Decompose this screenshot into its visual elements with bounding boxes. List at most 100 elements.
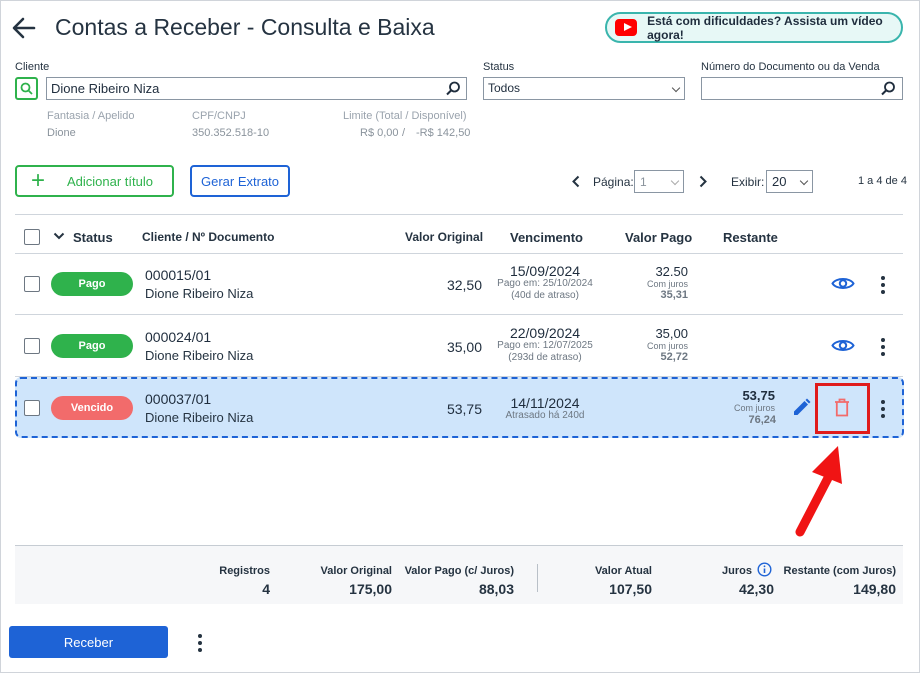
totals-valor-original: 175,00: [349, 581, 392, 597]
fantasia-label: Fantasia / Apelido: [47, 110, 135, 122]
totals-registros-label: Registros: [219, 565, 270, 577]
totals-divider: [15, 545, 903, 546]
page-size-select[interactable]: 20: [766, 170, 813, 193]
row-valor-com-juros: 52,72: [660, 351, 688, 363]
row-doc-number: 000037/01: [145, 391, 212, 407]
eye-icon[interactable]: [831, 275, 855, 292]
status-select[interactable]: Todos: [483, 77, 685, 100]
help-video-banner[interactable]: Está com dificuldades? Assista um vídeo …: [605, 12, 903, 43]
row-more-menu-icon[interactable]: [881, 276, 885, 297]
pencil-icon[interactable]: [792, 398, 811, 417]
totals-separator: [537, 564, 538, 592]
trash-icon[interactable]: [834, 398, 850, 417]
chevron-down-icon: [799, 176, 809, 186]
page-select-value: 1: [640, 175, 647, 189]
row-doc-number: 000024/01: [145, 329, 212, 345]
header-status[interactable]: Status: [73, 230, 113, 245]
add-title-label: Adicionar título: [67, 173, 153, 189]
totals-valor-atual: 107,50: [609, 581, 652, 597]
chevron-left-icon[interactable]: [571, 175, 581, 188]
row-vencimento: 15/09/2024: [509, 263, 581, 279]
totals-restante: 149,80: [853, 581, 896, 597]
search-icon[interactable]: [446, 81, 461, 96]
row-paid-date: Pago em: 25/10/2024: [497, 278, 593, 289]
row-divider: [15, 314, 903, 315]
header-cliente[interactable]: Cliente / Nº Documento: [142, 230, 275, 244]
footer-more-menu-icon[interactable]: [198, 634, 202, 655]
status-badge: Vencido: [51, 396, 133, 420]
limite-disponivel: -R$ 142,50: [416, 127, 471, 139]
header-valor-pago[interactable]: Valor Pago: [625, 230, 693, 245]
row-divider: [15, 376, 903, 377]
row-juros-label: Com juros: [646, 341, 688, 351]
status-select-value: Todos: [488, 81, 521, 95]
totals-juros-label: Juros: [722, 565, 752, 577]
row-paid-date: Pago em: 12/07/2025: [497, 340, 593, 351]
limite-separator: /: [402, 127, 406, 139]
row-juros-label: Com juros: [733, 403, 775, 413]
limite-label: Limite (Total / Disponível): [343, 110, 467, 122]
row-vencimento: 14/11/2024: [510, 395, 580, 411]
row-vencimento: 22/09/2024: [509, 325, 581, 341]
status-label: Status: [483, 61, 515, 73]
add-title-button[interactable]: + Adicionar título: [15, 165, 174, 197]
table-header-divider: [15, 253, 903, 254]
row-restante-com-juros: 76,24: [748, 414, 776, 426]
select-all-checkbox[interactable]: [24, 229, 40, 245]
chevron-down-icon: [671, 83, 681, 93]
cliente-label: Cliente: [15, 61, 50, 73]
page-select[interactable]: 1: [634, 170, 684, 193]
row-restante: 53,75: [742, 388, 775, 403]
annotation-arrow-icon: [795, 446, 842, 537]
row-more-menu-icon[interactable]: [881, 400, 885, 421]
row-valor-original: 32,50: [446, 277, 482, 293]
back-arrow-icon[interactable]: [10, 14, 38, 42]
row-overdue-text: Atrasado há 240d: [505, 410, 585, 421]
search-icon[interactable]: [881, 81, 896, 96]
chevron-down-icon[interactable]: [53, 232, 65, 240]
header-restante[interactable]: Restante: [723, 230, 778, 245]
status-badge: Pago: [51, 334, 133, 358]
row-delay: (40d de atraso): [511, 290, 579, 301]
totals-valor-pago: 88,03: [478, 581, 514, 597]
page-title: Contas a Receber - Consulta e Baixa: [55, 14, 435, 40]
page-label: Página:: [593, 175, 634, 189]
row-valor-original: 35,00: [446, 339, 482, 355]
fantasia-value: Dione: [47, 127, 76, 139]
info-icon[interactable]: [757, 562, 772, 577]
highlight-box: [815, 383, 870, 434]
youtube-icon: [615, 19, 638, 36]
cliente-input[interactable]: Dione Ribeiro Niza: [46, 77, 467, 100]
row-valor-pago: 35,00: [655, 326, 688, 341]
row-more-menu-icon[interactable]: [881, 338, 885, 359]
totals-bar: [15, 546, 903, 604]
row-checkbox[interactable]: [24, 400, 40, 416]
totals-juros: 42,30: [738, 581, 774, 597]
chevron-down-icon: [670, 176, 680, 186]
generate-statement-button[interactable]: Gerar Extrato: [190, 165, 290, 197]
row-checkbox[interactable]: [24, 338, 40, 354]
table-row-selected[interactable]: [15, 377, 904, 438]
documento-label: Número do Documento ou da Venda: [701, 61, 880, 73]
header-vencimento[interactable]: Vencimento: [510, 230, 583, 245]
range-text: 1 a 4 de 4: [858, 175, 907, 187]
chevron-right-icon[interactable]: [698, 175, 708, 188]
row-client: Dione Ribeiro Niza: [145, 286, 254, 301]
totals-valor-atual-label: Valor Atual: [594, 565, 652, 577]
header-valor-original[interactable]: Valor Original: [405, 230, 484, 244]
row-valor-pago: 32.50: [655, 264, 688, 279]
help-video-text: Está com dificuldades? Assista um vídeo …: [647, 13, 883, 42]
row-juros-label: Com juros: [646, 279, 688, 289]
status-badge: Pago: [51, 272, 133, 296]
documento-input[interactable]: [701, 77, 903, 100]
row-delay: (293d de atraso): [508, 352, 582, 363]
plus-icon: +: [30, 167, 45, 194]
totals-restante-label: Restante (com Juros): [783, 565, 896, 577]
row-checkbox[interactable]: [24, 276, 40, 292]
eye-icon[interactable]: [831, 337, 855, 354]
totals-registros: 4: [262, 581, 270, 597]
receive-button[interactable]: Receber: [9, 626, 168, 658]
client-search-button[interactable]: [15, 77, 38, 100]
row-client: Dione Ribeiro Niza: [145, 348, 254, 363]
totals-valor-original-label: Valor Original: [320, 565, 392, 577]
